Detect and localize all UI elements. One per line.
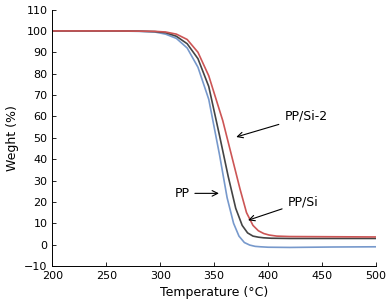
Text: PP: PP: [174, 187, 218, 200]
Y-axis label: Weght (%): Weght (%): [5, 105, 18, 171]
Text: PP/Si: PP/Si: [249, 196, 318, 221]
Text: PP/Si-2: PP/Si-2: [238, 110, 327, 138]
X-axis label: Temperature (°C): Temperature (°C): [160, 286, 268, 300]
